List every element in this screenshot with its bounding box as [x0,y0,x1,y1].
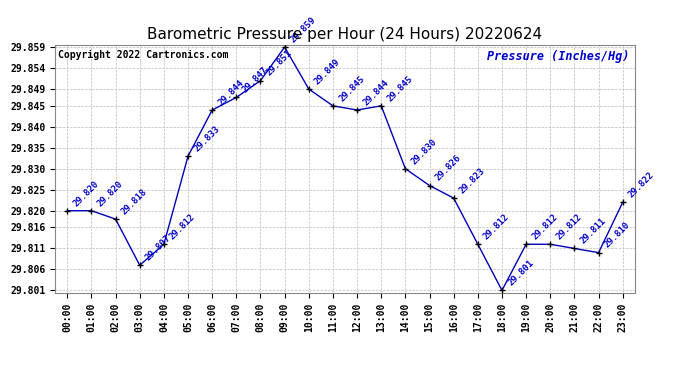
Text: 29.849: 29.849 [313,57,342,86]
Text: 29.859: 29.859 [289,15,318,44]
Text: 29.845: 29.845 [337,74,366,103]
Text: 29.844: 29.844 [362,78,391,107]
Text: 29.820: 29.820 [72,179,101,208]
Text: Pressure (Inches/Hg): Pressure (Inches/Hg) [486,50,629,63]
Text: 29.801: 29.801 [506,258,535,288]
Text: 29.820: 29.820 [96,179,125,208]
Text: 29.812: 29.812 [482,212,511,242]
Text: 29.823: 29.823 [458,166,487,195]
Text: 29.845: 29.845 [386,74,415,103]
Title: Barometric Pressure per Hour (24 Hours) 20220624: Barometric Pressure per Hour (24 Hours) … [148,27,542,42]
Text: 29.847: 29.847 [241,66,270,94]
Text: 29.818: 29.818 [120,187,149,216]
Text: 29.812: 29.812 [531,212,560,242]
Text: 29.844: 29.844 [217,78,246,107]
Text: 29.812: 29.812 [168,212,197,242]
Text: 29.826: 29.826 [434,154,463,183]
Text: 29.830: 29.830 [410,137,439,166]
Text: 29.810: 29.810 [603,221,632,250]
Text: 29.807: 29.807 [144,233,173,262]
Text: 29.833: 29.833 [193,124,221,153]
Text: 29.851: 29.851 [265,49,294,78]
Text: Copyright 2022 Cartronics.com: Copyright 2022 Cartronics.com [58,50,228,60]
Text: 29.822: 29.822 [627,170,656,200]
Text: 29.811: 29.811 [579,216,608,246]
Text: 29.812: 29.812 [555,212,584,242]
